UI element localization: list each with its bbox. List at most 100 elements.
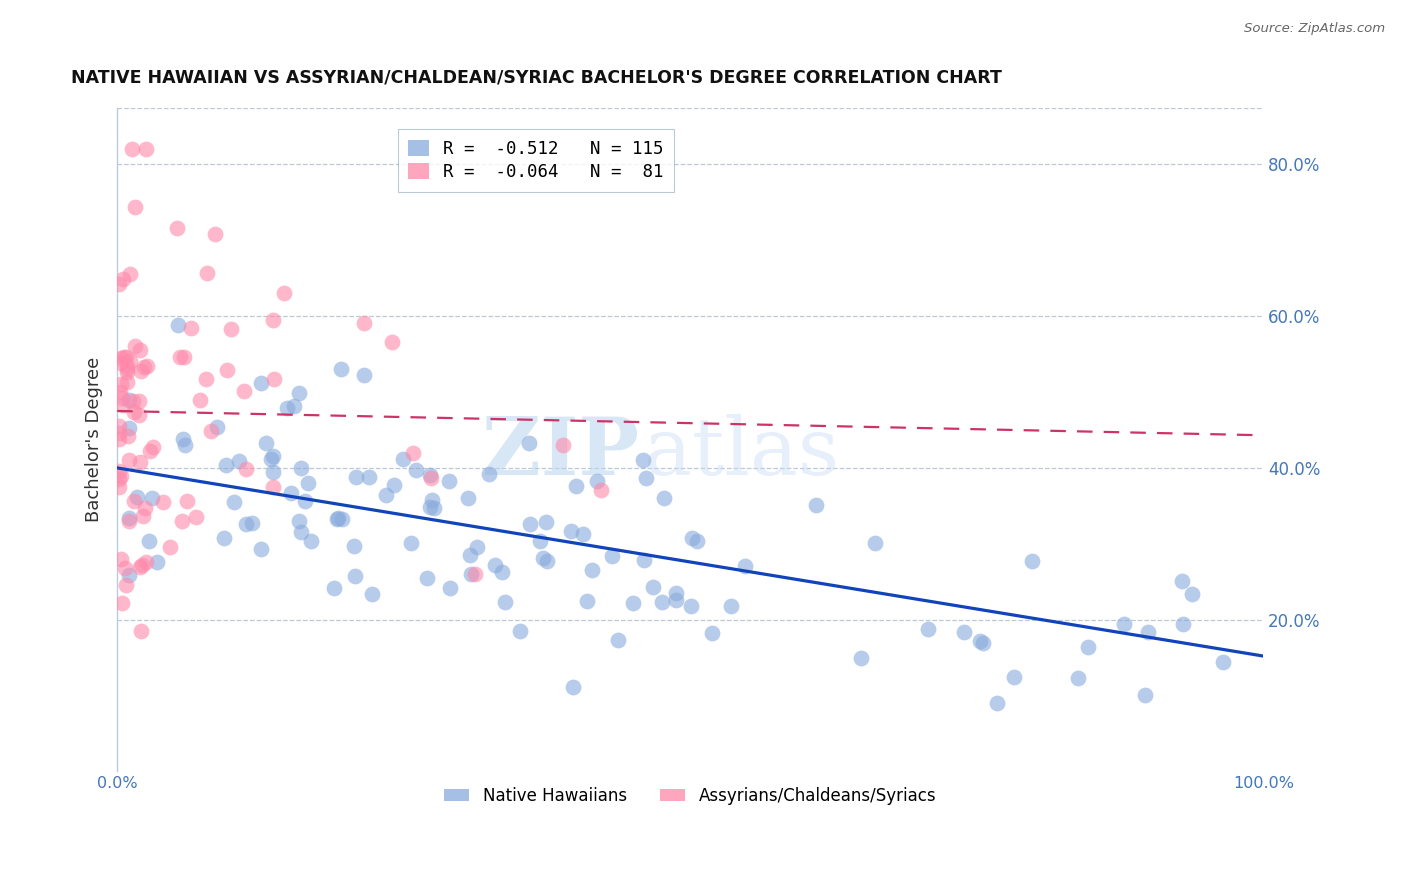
Point [111, 392, 134, 406]
Point [170, 514, 193, 528]
Point [194, 372, 217, 386]
Point [108, 480, 131, 494]
Point [108, 472, 131, 486]
Point [111, 272, 134, 286]
Point [401, 536, 423, 550]
Point [166, 221, 188, 235]
Point [972, 636, 994, 650]
Point [115, 375, 138, 389]
Point [591, 483, 613, 497]
Y-axis label: Bachelor's Degree: Bachelor's Degree [86, 357, 103, 522]
Point [849, 651, 872, 665]
Point [560, 524, 582, 538]
Point [437, 474, 460, 488]
Point [120, 267, 142, 281]
Point [607, 632, 630, 647]
Point [219, 322, 242, 336]
Point [734, 558, 756, 573]
Point [108, 464, 131, 478]
Point [405, 463, 427, 477]
Point [633, 553, 655, 567]
Point [536, 554, 558, 568]
Point [118, 421, 141, 435]
Point [381, 334, 404, 349]
Point [382, 478, 405, 492]
Point [250, 376, 273, 390]
Point [121, 142, 143, 156]
Point [250, 541, 273, 556]
Point [391, 451, 413, 466]
Point [423, 500, 446, 515]
Point [359, 470, 381, 484]
Point [131, 558, 153, 572]
Point [416, 571, 439, 585]
Point [665, 592, 688, 607]
Point [621, 596, 644, 610]
Point [297, 475, 319, 490]
Point [233, 384, 256, 398]
Point [172, 432, 194, 446]
Point [1212, 655, 1234, 669]
Point [118, 511, 141, 525]
Point [108, 432, 131, 446]
Point [173, 350, 195, 364]
Point [188, 392, 211, 407]
Point [111, 398, 134, 412]
Point [1133, 688, 1156, 702]
Point [686, 534, 709, 549]
Point [204, 227, 226, 241]
Point [152, 495, 174, 509]
Point [562, 680, 585, 694]
Point [969, 633, 991, 648]
Point [361, 587, 384, 601]
Point [132, 359, 155, 374]
Point [280, 486, 302, 500]
Point [122, 393, 145, 408]
Point [720, 599, 742, 614]
Point [128, 343, 150, 357]
Point [118, 515, 141, 529]
Point [572, 526, 595, 541]
Point [167, 318, 190, 333]
Point [132, 508, 155, 523]
Point [276, 401, 298, 415]
Point [344, 469, 367, 483]
Point [464, 567, 486, 582]
Point [115, 365, 138, 379]
Point [564, 478, 586, 492]
Point [129, 624, 152, 639]
Point [169, 350, 191, 364]
Point [460, 566, 482, 581]
Point [700, 626, 723, 640]
Point [509, 624, 531, 639]
Point [108, 419, 131, 434]
Text: ZIP: ZIP [482, 414, 638, 491]
Point [141, 491, 163, 505]
Text: NATIVE HAWAIIAN VS ASSYRIAN/CHALDEAN/SYRIAC BACHELOR'S DEGREE CORRELATION CHART: NATIVE HAWAIIAN VS ASSYRIAN/CHALDEAN/SYR… [72, 69, 1002, 87]
Point [636, 471, 658, 485]
Point [174, 438, 197, 452]
Point [581, 563, 603, 577]
Point [108, 277, 131, 291]
Point [129, 455, 152, 469]
Point [124, 405, 146, 419]
Point [343, 569, 366, 583]
Point [135, 142, 157, 156]
Point [117, 429, 139, 443]
Point [519, 516, 541, 531]
Point [290, 461, 312, 475]
Point [575, 594, 598, 608]
Point [1170, 574, 1192, 589]
Point [1002, 670, 1025, 684]
Point [228, 454, 250, 468]
Point [273, 286, 295, 301]
Point [124, 339, 146, 353]
Point [326, 512, 349, 526]
Point [195, 266, 218, 280]
Point [138, 534, 160, 549]
Point [112, 351, 135, 365]
Point [419, 500, 441, 514]
Point [118, 567, 141, 582]
Point [536, 515, 558, 529]
Point [551, 437, 574, 451]
